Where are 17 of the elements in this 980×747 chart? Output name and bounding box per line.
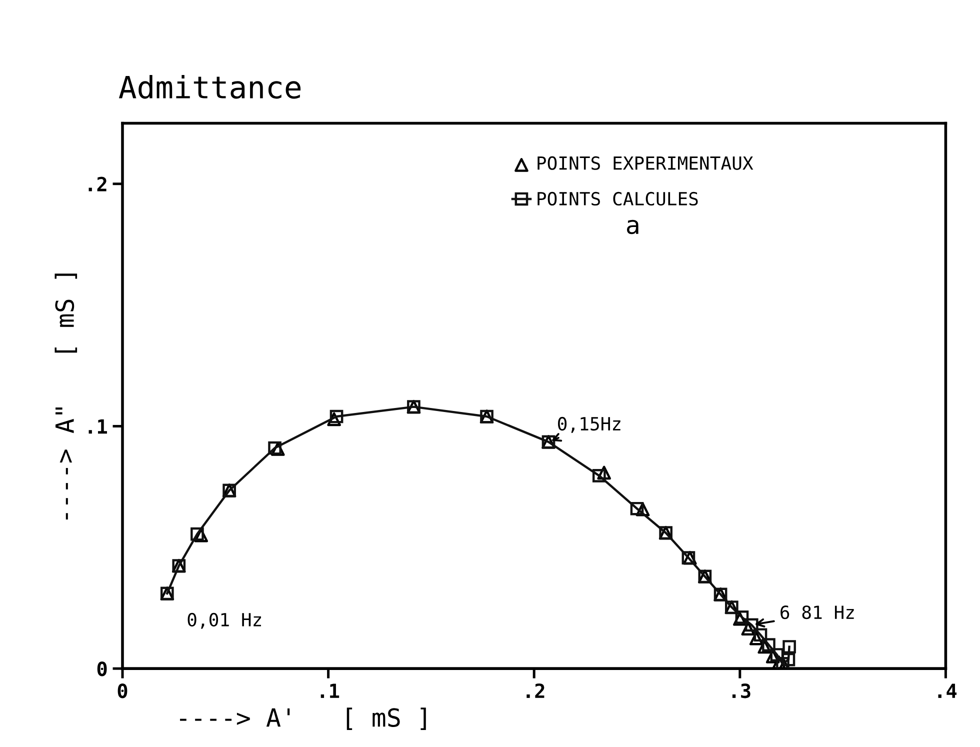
annotation: a (626, 220, 638, 234)
chart-title: Admittance (118, 75, 301, 99)
x-tick-label: .4 (938, 684, 957, 698)
annotation: 6 81 Hz (780, 605, 854, 620)
x-tick-label: 0 (118, 683, 128, 698)
x-tick-label: .3 (732, 683, 750, 698)
x-tick-label: .1 (320, 684, 340, 698)
x-tick-label: .2 (526, 683, 544, 698)
y-axis-title: ----> A" [ mS ] (54, 274, 78, 520)
x-axis-title: ----> A' [ mS ] (180, 708, 426, 730)
y-tick-label: 0 (97, 662, 107, 676)
y-tick-label: .1 (88, 419, 107, 434)
y-tick-label: .2 (88, 176, 106, 192)
legend-label: POINTS EXPERIMENTAUX (538, 156, 754, 170)
annotation: 0,15Hz (558, 416, 620, 433)
annotation: 0,01 Hz (188, 612, 261, 629)
legend-label: POINTS CALCULES (538, 192, 698, 206)
